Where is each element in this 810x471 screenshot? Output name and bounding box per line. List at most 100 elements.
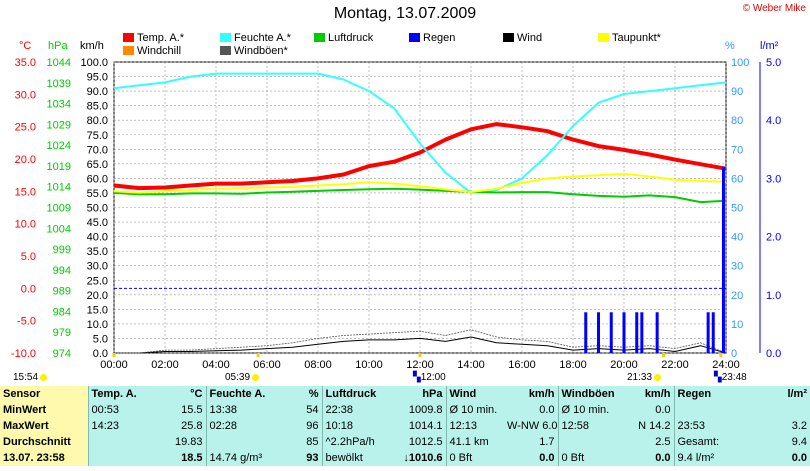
series-line-temp-a bbox=[113, 122, 727, 191]
x-tick-label: 12:00 bbox=[406, 359, 434, 371]
stats-table: Sensor Temp. A. °C Feuchte A. % Luftdruc… bbox=[0, 386, 810, 466]
wind-tick-label: 50.0 bbox=[87, 203, 108, 215]
stats-cell: 22:38 bbox=[321, 402, 384, 418]
stats-cell: Ø 10 min. bbox=[445, 402, 504, 418]
stats-cell: 10:18 bbox=[321, 418, 384, 434]
stats-cell bbox=[557, 434, 624, 450]
stats-cell bbox=[87, 450, 152, 466]
stats-cell: N 14.2 bbox=[624, 418, 674, 434]
legend-label: Regen bbox=[423, 32, 456, 44]
stats-cell: Feuchte A. bbox=[205, 386, 272, 402]
rain-bar bbox=[721, 166, 725, 353]
series-line-feuchte-a bbox=[113, 72, 727, 194]
stats-cell: 18.5 bbox=[152, 450, 206, 466]
wind-tick-label: 25.0 bbox=[87, 275, 108, 287]
event-marker: 05:39 bbox=[225, 372, 260, 383]
humidity-tick-label: 70 bbox=[731, 144, 743, 156]
wind-unit: km/h bbox=[80, 40, 104, 52]
humidity-tick-label: 10 bbox=[731, 319, 743, 331]
humidity-tick-label: 80 bbox=[731, 115, 743, 127]
pressure-tick-label: 999 bbox=[53, 244, 71, 256]
x-tick-label: 22:00 bbox=[661, 359, 689, 371]
rain-bar bbox=[640, 312, 644, 353]
x-tick-label: 18:00 bbox=[559, 359, 587, 371]
wind-tick-label: 100.0 bbox=[80, 57, 108, 69]
stats-cell: 0.0 bbox=[624, 450, 674, 466]
stats-cell: 13:38 bbox=[205, 402, 272, 418]
stats-cell: l/m² bbox=[746, 386, 810, 402]
stats-cell: km/h bbox=[504, 386, 558, 402]
stats-cell: 85 bbox=[272, 434, 322, 450]
legend-label: Windchill bbox=[137, 45, 182, 57]
stats-cell: 96 bbox=[272, 418, 322, 434]
stats-cell bbox=[746, 402, 810, 418]
stats-row: MaxWert 14:23 25.8 02:28 96 10:18 1014.1… bbox=[0, 418, 810, 434]
stats-cell: MinWert bbox=[0, 402, 88, 418]
pressure-tick-label: 994 bbox=[53, 265, 71, 277]
humidity-tick-label: 100 bbox=[731, 57, 749, 69]
stats-cell: Durchschnitt bbox=[0, 434, 88, 450]
x-tick-label: 16:00 bbox=[508, 359, 536, 371]
wind-tick-label: 10.0 bbox=[87, 319, 108, 331]
legend-label: Wind bbox=[517, 32, 543, 44]
wind-tick-label: 75.0 bbox=[87, 130, 108, 142]
stats-cell: Wind bbox=[445, 386, 504, 402]
x-tick-label: 00:00 bbox=[100, 359, 128, 371]
pressure-tick-label: 1009 bbox=[47, 203, 71, 215]
stats-cell: 1.7 bbox=[504, 434, 558, 450]
wind-tick-label: 45.0 bbox=[87, 217, 108, 229]
temp-tick-label: 0.0 bbox=[21, 283, 36, 295]
legend-label: Feuchte A.* bbox=[234, 32, 291, 44]
legend-swatch bbox=[314, 33, 325, 42]
wind-tick-label: 60.0 bbox=[87, 173, 108, 185]
stats-row: MinWert 00:53 15.5 13:38 54 22:38 1009.8… bbox=[0, 402, 810, 418]
stats-cell: % bbox=[272, 386, 322, 402]
credit: © Weber Mike bbox=[742, 3, 806, 14]
stats-cell: 9.4 bbox=[746, 434, 810, 450]
sun-icon bbox=[654, 374, 662, 381]
humidity-tick-label: 30 bbox=[731, 261, 743, 273]
x-tick-label: 08:00 bbox=[304, 359, 332, 371]
stats-cell: 54 bbox=[272, 402, 322, 418]
wind-tick-label: 90.0 bbox=[87, 86, 108, 98]
pressure-tick-label: 1004 bbox=[47, 223, 71, 235]
rain-flag-icon: ▚ bbox=[413, 372, 421, 383]
x-tick-label: 14:00 bbox=[457, 359, 485, 371]
pressure-tick-label: 1024 bbox=[47, 140, 71, 152]
legend-temp: Temp. A.* bbox=[123, 32, 184, 44]
legend-swatch bbox=[409, 33, 420, 42]
humidity-tick-label: 0 bbox=[731, 348, 737, 360]
wind-tick-label: 85.0 bbox=[87, 101, 108, 113]
stats-cell: 2.5 bbox=[624, 434, 674, 450]
stats-cell bbox=[205, 434, 272, 450]
event-marker: 15:54 bbox=[13, 372, 48, 383]
rain-tick-label: 4.0 bbox=[766, 115, 781, 127]
stats-cell: 14.74 g/m³ bbox=[205, 450, 272, 466]
stats-cell: W-NW 6.0 bbox=[504, 418, 558, 434]
sun-icon bbox=[252, 374, 260, 381]
wind-tick-label: 95.0 bbox=[87, 72, 108, 84]
stats-cell: 25.8 bbox=[152, 418, 206, 434]
x-tick-label: 20:00 bbox=[610, 359, 638, 371]
event-label: 05:39 bbox=[225, 372, 251, 383]
humidity-tick-label: 60 bbox=[731, 173, 743, 185]
pressure-tick-label: 1019 bbox=[47, 161, 71, 173]
stats-row-current: 13.07. 23:58 18.5 14.74 g/m³ 93 bewölkt … bbox=[0, 450, 810, 466]
pressure-tick-label: 979 bbox=[53, 327, 71, 339]
rain-tick-label: 1.0 bbox=[766, 290, 781, 302]
legend-label: Luftdruck bbox=[328, 32, 374, 44]
pressure-tick-label: 989 bbox=[53, 286, 71, 298]
stats-cell: Sensor bbox=[0, 386, 88, 402]
event-label: 23:48 bbox=[721, 372, 747, 383]
pressure-tick-label: 1039 bbox=[47, 78, 71, 90]
humidity-tick-label: 50 bbox=[731, 203, 743, 215]
legend-label: Windböen* bbox=[234, 45, 288, 57]
stats-cell: 13.07. 23:58 bbox=[0, 450, 88, 466]
stats-cell: hPa bbox=[384, 386, 446, 402]
x-tick-label: 02:00 bbox=[151, 359, 179, 371]
legend-label: Taupunkt* bbox=[612, 32, 661, 44]
stats-cell: 0.0 bbox=[746, 450, 810, 466]
wind-tick-label: 30.0 bbox=[87, 261, 108, 273]
legend-swatch bbox=[123, 46, 134, 55]
rain-flag-icon: ▚ bbox=[714, 372, 722, 383]
